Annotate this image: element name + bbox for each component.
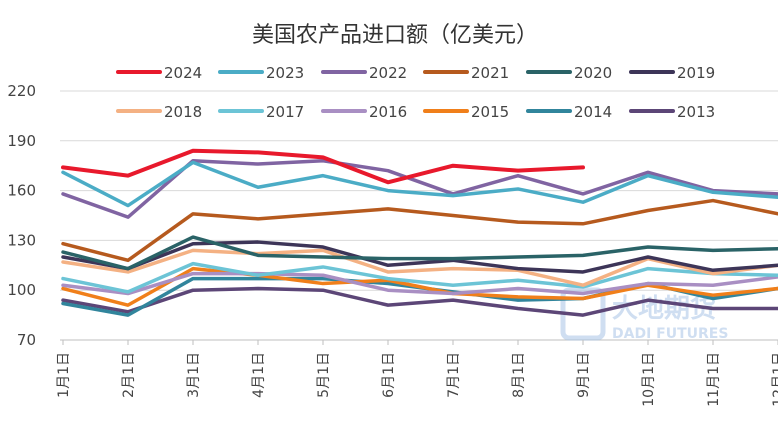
y-tick-label: 130 xyxy=(7,231,36,249)
watermark-en: DADI FUTURES xyxy=(612,326,728,342)
legend-label-2016: 2016 xyxy=(369,103,407,121)
chart-title: 美国农产品进口额（亿美元） xyxy=(252,23,538,48)
legend-label-2020: 2020 xyxy=(574,64,612,82)
x-tick-label: 12月1日 xyxy=(771,352,778,407)
y-tick-label: 70 xyxy=(17,331,36,349)
y-tick-label: 190 xyxy=(7,132,36,150)
legend-label-2022: 2022 xyxy=(369,64,407,82)
legend-label-2024: 2024 xyxy=(164,64,202,82)
series-line-2019 xyxy=(61,240,778,274)
series-line-2024 xyxy=(61,148,585,185)
legend-label-2021: 2021 xyxy=(471,64,509,82)
series-line-2023 xyxy=(61,160,778,208)
legend-label-2017: 2017 xyxy=(266,103,304,121)
series-line-2013 xyxy=(61,286,778,317)
x-tick-label: 6月1日 xyxy=(381,352,397,398)
x-axis: 1月1日 2月1日 3月1日 4月1日 5月1日 6月1日 7月1日 8月1日 9月1日 10月1… xyxy=(56,340,778,407)
y-tick-label: 100 xyxy=(7,281,36,299)
x-tick-label: 2月1日 xyxy=(121,352,137,398)
legend-label-2015: 2015 xyxy=(471,103,509,121)
y-axis: 70 100 130 160 190 220 xyxy=(7,82,36,349)
x-tick-label: 11月1日 xyxy=(706,352,722,407)
legend: 2024 2023 2022 2021 2020 2019 2018 2017 2016 2015… xyxy=(116,64,715,121)
x-tick-label: 10月1日 xyxy=(641,352,657,407)
watermark-cn: 大地期货 xyxy=(612,293,716,324)
legend-label-2018: 2018 xyxy=(164,103,202,121)
series-line-2020 xyxy=(61,235,778,271)
y-tick-label: 160 xyxy=(7,182,36,200)
series-line-2016 xyxy=(61,271,778,296)
legend-label-2019: 2019 xyxy=(677,64,715,82)
legend-label-2013: 2013 xyxy=(677,103,715,121)
x-tick-label: 9月1日 xyxy=(576,352,592,398)
x-tick-label: 1月1日 xyxy=(56,352,72,398)
y-tick-label: 220 xyxy=(7,82,36,100)
x-tick-label: 4月1日 xyxy=(251,352,267,398)
legend-label-2023: 2023 xyxy=(266,64,304,82)
series-line-2015 xyxy=(61,266,778,307)
x-tick-label: 3月1日 xyxy=(186,352,202,398)
series-line-2017 xyxy=(61,261,778,294)
series-line-2021 xyxy=(61,198,778,263)
legend-label-2014: 2014 xyxy=(574,103,612,121)
x-tick-label: 7月1日 xyxy=(446,352,462,398)
series-lines xyxy=(61,148,778,317)
x-tick-label: 5月1日 xyxy=(316,352,332,398)
x-tick-label: 8月1日 xyxy=(511,352,527,398)
series-line-2018 xyxy=(61,248,778,287)
